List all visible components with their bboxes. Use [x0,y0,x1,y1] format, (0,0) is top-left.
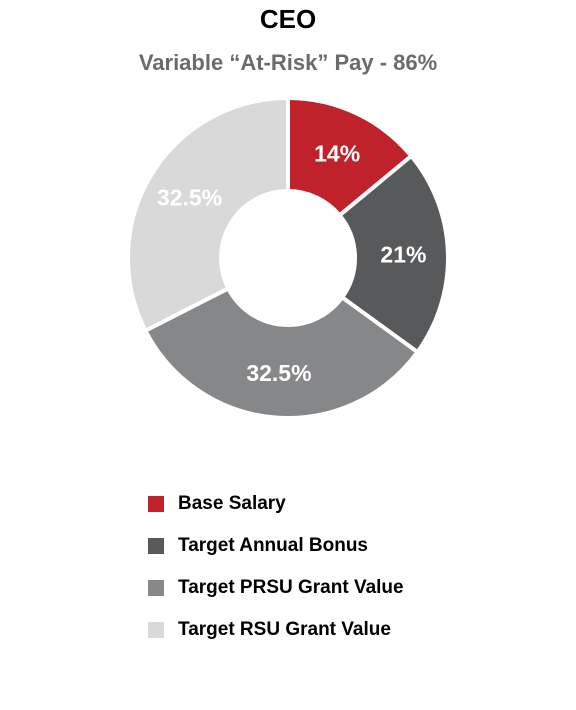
data-label-2: 21% [380,241,426,267]
legend-item: Base Salary [148,483,404,525]
legend-swatch [148,622,164,638]
legend-label: Target Annual Bonus [178,535,368,556]
chart-legend: Base Salary Target Annual Bonus Target PRS… [148,483,404,651]
legend-label: Target PRSU Grant Value [178,577,404,598]
data-label-4: 32.5% [157,185,222,211]
legend-item: Target RSU Grant Value [148,609,404,651]
legend-item: Target Annual Bonus [148,525,404,567]
donut-slice-3 [142,285,421,420]
donut-slice-1 [286,95,415,219]
legend-swatch [148,538,164,554]
chart-title: CEO [259,4,317,34]
data-label-3: 32.5% [246,360,311,386]
donut-slice-2 [336,153,450,355]
donut-slice-4 [126,95,290,334]
donut-chart: 14% 21% 32.5% 32.5% [126,95,450,420]
legend-label: Base Salary [178,493,286,514]
legend-item: Target PRSU Grant Value [148,567,404,609]
legend-swatch [148,580,164,596]
data-label-1: 14% [314,140,360,166]
legend-swatch [148,496,164,512]
chart-subtitle: Variable “At-Risk” Pay - 86% [138,50,438,75]
legend-label: Target RSU Grant Value [178,619,391,640]
